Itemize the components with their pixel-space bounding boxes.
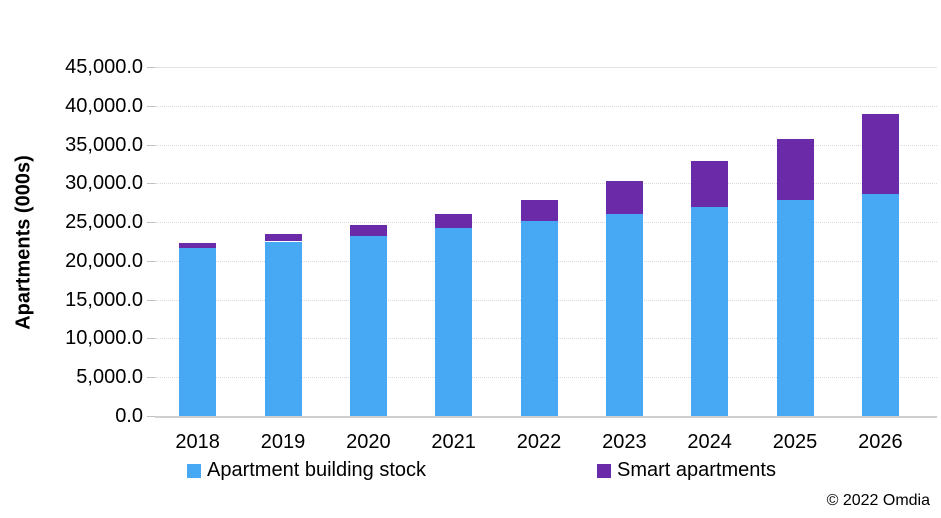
bar-segment-smart-2018 — [179, 243, 217, 248]
bar-segment-smart-2025 — [776, 139, 814, 200]
y-tick-label: 40,000.0 — [65, 94, 143, 117]
y-axis-tick — [147, 67, 155, 68]
bar-segment-stock-2023 — [605, 214, 643, 416]
x-tick-label-2019: 2019 — [260, 431, 306, 453]
gridline-35000 — [155, 144, 937, 146]
y-axis-tick — [147, 183, 155, 185]
x-tick-label-2024: 2024 — [687, 431, 732, 453]
y-axis-tick — [147, 222, 155, 224]
legend-label-smart: Smart apartments — [617, 459, 776, 481]
y-tick-label: 35,000.0 — [65, 133, 143, 156]
legend-swatch-smart-icon — [597, 463, 611, 478]
y-axis-tick — [147, 105, 155, 107]
bar-segment-stock-2026 — [861, 194, 899, 416]
y-tick-label: 5,000.0 — [76, 366, 143, 389]
gridline-30000 — [155, 183, 937, 185]
bar-segment-stock-2024 — [691, 206, 729, 416]
y-axis-tick — [147, 299, 155, 301]
x-axis-line — [155, 416, 937, 418]
x-tick-label-2026: 2026 — [858, 431, 903, 453]
legend-item-smart-apartments: Smart apartments — [597, 459, 776, 482]
x-tick-label-2018: 2018 — [175, 431, 220, 453]
y-axis-tick — [147, 338, 155, 340]
bar-segment-stock-2021 — [435, 228, 473, 416]
x-tick-label-2020: 2020 — [346, 431, 391, 453]
bar-segment-smart-2024 — [691, 160, 729, 207]
bar-segment-stock-2025 — [776, 199, 814, 416]
bar-segment-smart-2021 — [435, 213, 473, 229]
bar-segment-smart-2026 — [861, 114, 899, 195]
x-tick-label-2025: 2025 — [772, 431, 818, 453]
legend-swatch-stock-icon — [187, 463, 201, 478]
bar-segment-stock-2020 — [349, 236, 387, 416]
bar-segment-stock-2018 — [179, 247, 217, 416]
y-axis-tick — [147, 416, 155, 417]
x-tick-label-2023: 2023 — [602, 431, 647, 453]
y-axis-tick — [147, 144, 155, 146]
gridline-45000 — [155, 67, 937, 68]
bar-segment-smart-2019 — [264, 234, 302, 242]
y-tick-label: 20,000.0 — [65, 249, 143, 272]
bar-segment-smart-2022 — [520, 199, 558, 222]
x-tick-label-2021: 2021 — [431, 431, 476, 453]
bar-segment-stock-2022 — [520, 221, 558, 416]
y-tick-label: 45,000.0 — [65, 56, 143, 78]
copyright-text: © 2022 Omdia — [826, 492, 930, 509]
legend-label-stock: Apartment building stock — [207, 459, 427, 481]
y-tick-label: 25,000.0 — [65, 211, 143, 234]
y-tick-label: 30,000.0 — [65, 172, 143, 195]
y-tick-label: 0.0 — [115, 405, 143, 427]
legend-item-apartment-building-stock: Apartment building stock — [187, 459, 426, 482]
gridline-40000 — [155, 105, 937, 107]
x-tick-label-2022: 2022 — [516, 431, 562, 453]
y-tick-label: 15,000.0 — [65, 288, 143, 311]
y-tick-label: 10,000.0 — [65, 327, 143, 350]
bar-segment-stock-2019 — [264, 241, 302, 416]
bar-segment-smart-2020 — [349, 225, 387, 237]
y-axis-tick — [147, 260, 155, 262]
y-axis-tick — [147, 377, 155, 379]
bar-segment-smart-2023 — [605, 181, 643, 215]
